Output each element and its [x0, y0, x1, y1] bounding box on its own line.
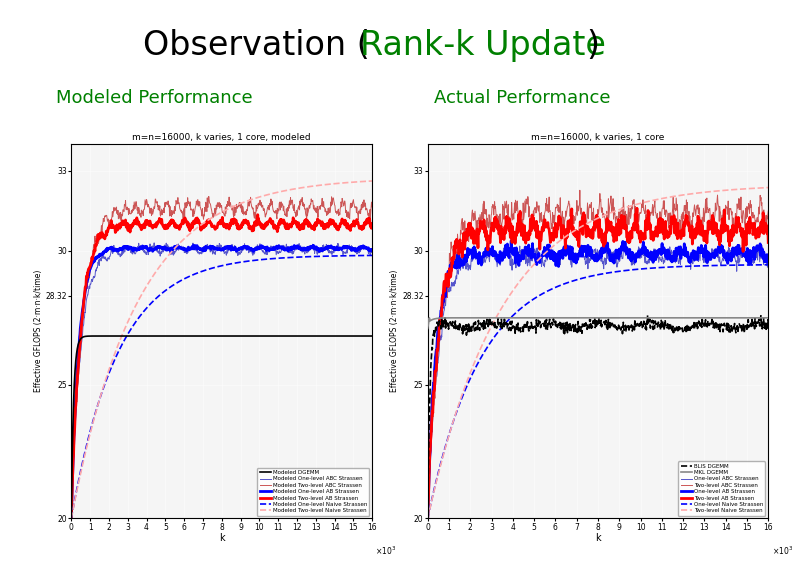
Y-axis label: Effective GFLOPS (2·m·n·k/time): Effective GFLOPS (2·m·n·k/time) — [34, 270, 43, 392]
Text: Rank-k Update: Rank-k Update — [360, 29, 606, 62]
X-axis label: k: k — [219, 533, 225, 543]
Title: m=n=16000, k varies, 1 core, modeled: m=n=16000, k varies, 1 core, modeled — [132, 133, 311, 142]
Text: Actual Performance: Actual Performance — [435, 89, 611, 107]
X-axis label: k: k — [595, 533, 601, 543]
Text: Modeled Performance: Modeled Performance — [56, 89, 253, 107]
Title: m=n=16000, k varies, 1 core: m=n=16000, k varies, 1 core — [531, 133, 664, 142]
Legend: BLIS DGEMM, MKL DGEMM, One-level ABC Strassen, Two-level ABC Strassen, One-level: BLIS DGEMM, MKL DGEMM, One-level ABC Str… — [678, 461, 765, 516]
Legend: Modeled DGEMM, Modeled One-level ABC Strassen, Modeled Two-level ABC Strassen, M: Modeled DGEMM, Modeled One-level ABC Str… — [257, 468, 369, 516]
Text: Observation (: Observation ( — [143, 29, 369, 62]
Y-axis label: Effective GFLOPS (2·m·n·k/time): Effective GFLOPS (2·m·n·k/time) — [390, 270, 399, 392]
Text: ): ) — [586, 29, 599, 62]
Text: $\times10^3$: $\times10^3$ — [771, 545, 792, 557]
Text: $\times10^3$: $\times10^3$ — [375, 545, 397, 557]
